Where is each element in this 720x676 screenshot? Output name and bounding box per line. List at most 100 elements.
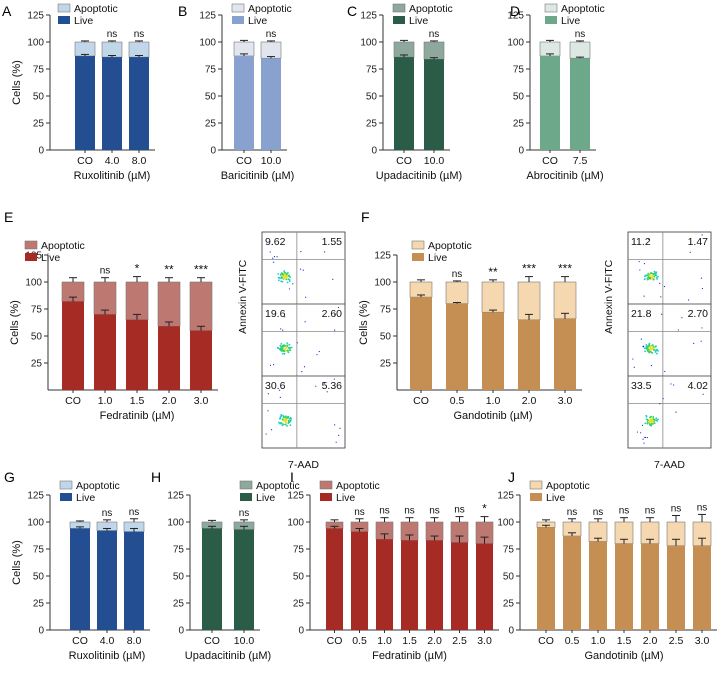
bar-live (589, 541, 607, 630)
y-tick-label: 125 (287, 491, 304, 502)
panel-letter-i: I (290, 469, 294, 485)
flow-dot (288, 278, 291, 281)
legend-label-live: Live (561, 15, 580, 27)
flow-dot-sparse (703, 309, 705, 311)
flow-dot (645, 414, 648, 417)
y-tick-label: 100 (27, 518, 44, 529)
flow-dot-sparse (640, 338, 642, 340)
significance-label: *** (194, 263, 208, 277)
significance-label: * (482, 502, 487, 516)
bar-live (234, 56, 254, 150)
flow-dot (277, 279, 280, 282)
flow-dot-sparse (701, 287, 704, 290)
flow-dot-sparse (662, 398, 664, 400)
flow-dot (656, 352, 658, 355)
x-tick-label: 4.0 (100, 635, 115, 647)
bar-live (537, 527, 555, 630)
flow-dot (288, 421, 291, 424)
y-tick-label: 100 (287, 518, 304, 529)
flow-dot-sparse (334, 424, 336, 426)
bar-live (667, 545, 685, 630)
flow-dot (282, 423, 285, 426)
flow-dot (284, 420, 287, 423)
flow-dot (286, 275, 289, 278)
flow-dot-sparse (693, 342, 695, 344)
flow-dot (280, 347, 282, 350)
flow-dot (653, 422, 656, 425)
y-tick-label: 0 (518, 146, 524, 157)
legend-swatch-apoptotic (411, 240, 425, 250)
y-tick-label: 100 (497, 518, 514, 529)
flow-dot (280, 415, 283, 418)
flow-dot (645, 418, 648, 421)
flow-dot-sparse (649, 277, 651, 279)
x-tick-label: 1.0 (98, 395, 113, 407)
bar-live (482, 312, 504, 390)
flow-dot-sparse (646, 313, 648, 315)
bar-live (351, 531, 368, 630)
flow-dot-sparse (664, 370, 666, 373)
x-axis-title: Upadacitinib (µM) (185, 650, 271, 662)
flow-dot-sparse (282, 329, 284, 331)
legend-swatch-live (393, 16, 405, 24)
quadrant-value-ur: 2.70 (688, 308, 709, 320)
significance-label: ns (697, 502, 708, 513)
flow-dot-sparse (265, 433, 267, 435)
flow-dot-sparse (272, 364, 275, 366)
significance-label: ns (239, 508, 250, 519)
x-tick-label: 4.0 (105, 155, 120, 167)
legend-swatch-live (320, 493, 332, 501)
x-tick-label: CO (413, 395, 429, 407)
flow-frame (627, 231, 712, 449)
flow-dot (279, 344, 282, 347)
bar-live (97, 530, 117, 630)
flow-dot-sparse (299, 268, 302, 270)
flow-dot-sparse (276, 256, 278, 258)
flow-dot-sparse (305, 296, 307, 298)
flow-dot (277, 347, 280, 350)
x-tick-label: 0.5 (352, 635, 367, 647)
flow-dot-sparse (279, 389, 281, 391)
significance-label: ns (593, 507, 604, 518)
flow-dot (643, 347, 646, 350)
x-tick-label: 2.5 (452, 635, 467, 647)
chart-panel-b: 0 25 50 75 100 125 CO 10.0 ns Baricitinib (µM) Apo… (199, 3, 294, 182)
x-tick-label: 8.0 (132, 155, 147, 167)
flow-dot (279, 274, 282, 276)
flow-dot (654, 345, 657, 348)
flow-dot (644, 422, 647, 425)
bar-live (615, 543, 633, 630)
y-tick-label: 25 (33, 599, 45, 610)
legend-label-live: Live (41, 252, 60, 264)
flow-dot-sparse (338, 434, 340, 437)
x-tick-label: 1.5 (130, 395, 145, 407)
legend-swatch-apoptotic (24, 240, 38, 250)
legend-label-apoptotic: Apoptotic (256, 480, 300, 492)
flow-dot-sparse (323, 251, 326, 253)
bar-apoptotic (569, 41, 591, 59)
flow-dot (284, 344, 286, 347)
legend-swatch-apoptotic (239, 480, 253, 490)
x-tick-label: 0.5 (450, 395, 465, 407)
flow-dot (651, 417, 654, 420)
y-tick-label: 100 (360, 38, 377, 49)
significance-label: ns (102, 508, 113, 519)
legend-label-live: Live (76, 492, 95, 504)
flow-dot (286, 424, 289, 427)
x-tick-label: 1.5 (402, 635, 417, 647)
y-tick-label: 125 (167, 491, 184, 502)
flow-dot (649, 278, 652, 280)
legend-swatch-apoptotic (544, 3, 558, 13)
quadrant-value-ur: 1.47 (688, 236, 709, 248)
y-tick-label: 100 (27, 38, 44, 49)
chart-panel-f: 25 50 75 100 125 Cells (%) CO 0.5 ns 1.0 ** 2.0 *** 3… (358, 240, 582, 422)
flow-dot (286, 272, 289, 274)
y-tick-label: 50 (513, 92, 525, 103)
x-tick-label: CO (538, 635, 554, 647)
x-tick-label: 1.0 (591, 635, 606, 647)
y-tick-label: 75 (33, 65, 45, 76)
bar-live (62, 301, 84, 390)
flow-dot (285, 415, 287, 418)
